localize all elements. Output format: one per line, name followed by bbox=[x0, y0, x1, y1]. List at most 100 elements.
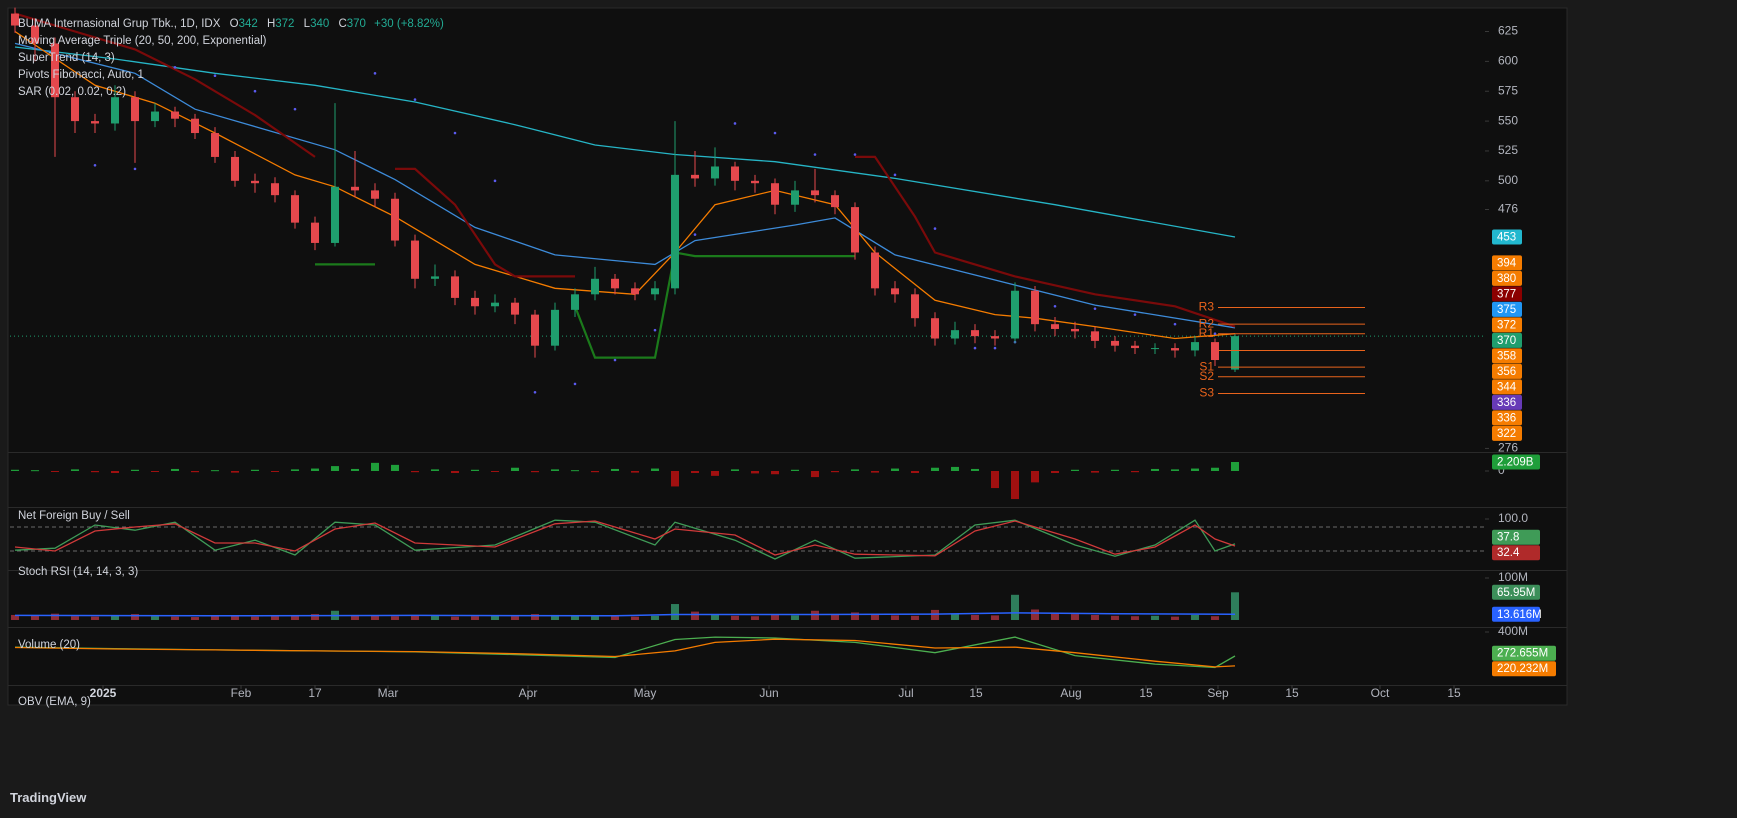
volume-bar bbox=[431, 615, 439, 620]
sar-dot bbox=[893, 173, 897, 177]
net-foreign-bar bbox=[1191, 468, 1199, 471]
y-tick-label: 276 bbox=[1498, 441, 1518, 455]
y-tick-label: 600 bbox=[1498, 54, 1518, 68]
price-badge bbox=[1492, 645, 1556, 661]
candle-body bbox=[1111, 340, 1119, 346]
candle-body bbox=[851, 207, 859, 253]
brand: TradingView bbox=[10, 790, 87, 805]
y-tick-label: 525 bbox=[1498, 143, 1518, 157]
net-foreign-bar bbox=[851, 469, 859, 471]
net-foreign-bar bbox=[951, 466, 959, 471]
sar-dot bbox=[253, 89, 257, 93]
candle-body bbox=[711, 166, 719, 179]
volume-bar bbox=[151, 616, 159, 620]
candle-body bbox=[31, 25, 39, 44]
candle-body bbox=[731, 166, 739, 181]
net-foreign-bar bbox=[151, 470, 159, 472]
price-badge bbox=[1492, 394, 1522, 410]
net-foreign-bar bbox=[391, 464, 399, 471]
volume-bar bbox=[731, 615, 739, 620]
volume-bar bbox=[191, 617, 199, 620]
candle-body bbox=[631, 288, 639, 295]
price-badge bbox=[1492, 379, 1522, 395]
sar-dot bbox=[413, 98, 417, 101]
net-foreign-bar bbox=[651, 468, 659, 471]
price-badge-label: 370 bbox=[1497, 335, 1516, 347]
candle-body bbox=[791, 190, 799, 205]
volume-bar bbox=[1051, 613, 1059, 620]
net-foreign-bar bbox=[611, 468, 619, 471]
candle-body bbox=[531, 314, 539, 346]
volume-bar bbox=[171, 616, 179, 620]
volume-bar bbox=[411, 615, 419, 620]
net-foreign-bar bbox=[211, 470, 219, 472]
net-foreign-bar bbox=[831, 470, 839, 473]
candle-body bbox=[251, 180, 259, 184]
volume-bar bbox=[1131, 616, 1139, 620]
candle-body bbox=[71, 97, 79, 122]
volume-bar bbox=[571, 615, 579, 620]
candle-body bbox=[811, 190, 819, 196]
x-tick-label: Jul bbox=[898, 686, 913, 700]
candle-body bbox=[1191, 342, 1199, 351]
candle-body bbox=[1171, 348, 1179, 351]
x-tick-label: Mar bbox=[378, 686, 399, 700]
volume-bar bbox=[471, 616, 479, 620]
price-badge bbox=[1492, 229, 1522, 245]
price-badge-label: 65.95M bbox=[1497, 587, 1535, 599]
candle-body bbox=[511, 302, 519, 315]
sar-dot bbox=[1053, 304, 1057, 308]
price-badge-label: 394 bbox=[1497, 257, 1517, 269]
y-tick-label: 100.0 bbox=[1498, 511, 1528, 525]
net-foreign-bar bbox=[891, 468, 899, 471]
candle-body bbox=[691, 174, 699, 179]
net-foreign-bar bbox=[131, 469, 139, 471]
net-foreign-bar bbox=[491, 470, 499, 472]
net-foreign-bar bbox=[991, 470, 999, 489]
volume-bar bbox=[311, 614, 319, 620]
volume-bar bbox=[711, 614, 719, 620]
volume-bar bbox=[811, 610, 819, 620]
sar-dot bbox=[373, 72, 377, 75]
pivot-label: R1 bbox=[1199, 326, 1215, 340]
price-badge-label: 336 bbox=[1497, 412, 1516, 424]
candle-body bbox=[491, 302, 499, 307]
sar-dot bbox=[773, 131, 777, 135]
price-badge-label: 453 bbox=[1497, 232, 1516, 244]
net-foreign-bar bbox=[31, 470, 39, 472]
candle-body bbox=[91, 121, 99, 124]
x-tick-label: Apr bbox=[519, 686, 538, 700]
x-tick-label: 15 bbox=[1139, 686, 1153, 700]
pivot-label: R3 bbox=[1199, 300, 1215, 314]
volume-bar bbox=[51, 613, 59, 620]
sar-dot bbox=[613, 358, 617, 362]
candle-body bbox=[291, 195, 299, 223]
volume-bar bbox=[451, 616, 459, 620]
candle-body bbox=[971, 330, 979, 337]
net-foreign-bar bbox=[11, 469, 19, 471]
net-foreign-bar bbox=[251, 469, 259, 471]
volume-ma-line bbox=[14, 612, 1236, 617]
volume-bar bbox=[771, 614, 779, 620]
net-foreign-bar bbox=[191, 470, 199, 473]
sar-dot bbox=[493, 179, 497, 183]
net-foreign-bar bbox=[431, 469, 439, 471]
candle-body bbox=[111, 97, 119, 124]
price-badge-label: 2.209B bbox=[1497, 457, 1534, 469]
pivot-label: S3 bbox=[1199, 386, 1214, 400]
y-tick-label: 400M bbox=[1498, 624, 1528, 638]
candle-body bbox=[151, 111, 159, 122]
sar-dot bbox=[1133, 313, 1137, 316]
y-tick-label: 500 bbox=[1498, 173, 1518, 187]
x-tick-label: 15 bbox=[1285, 686, 1299, 700]
volume-bar bbox=[391, 616, 399, 620]
net-foreign-bar bbox=[371, 462, 379, 471]
candle-body bbox=[591, 278, 599, 295]
price-badge-label: 380 bbox=[1497, 273, 1516, 285]
candle-body bbox=[551, 309, 559, 346]
sar-dot bbox=[933, 227, 937, 230]
candle-body bbox=[1231, 336, 1239, 370]
candle-body bbox=[271, 183, 279, 196]
volume-bar bbox=[231, 616, 239, 620]
price-badge bbox=[1492, 545, 1540, 561]
